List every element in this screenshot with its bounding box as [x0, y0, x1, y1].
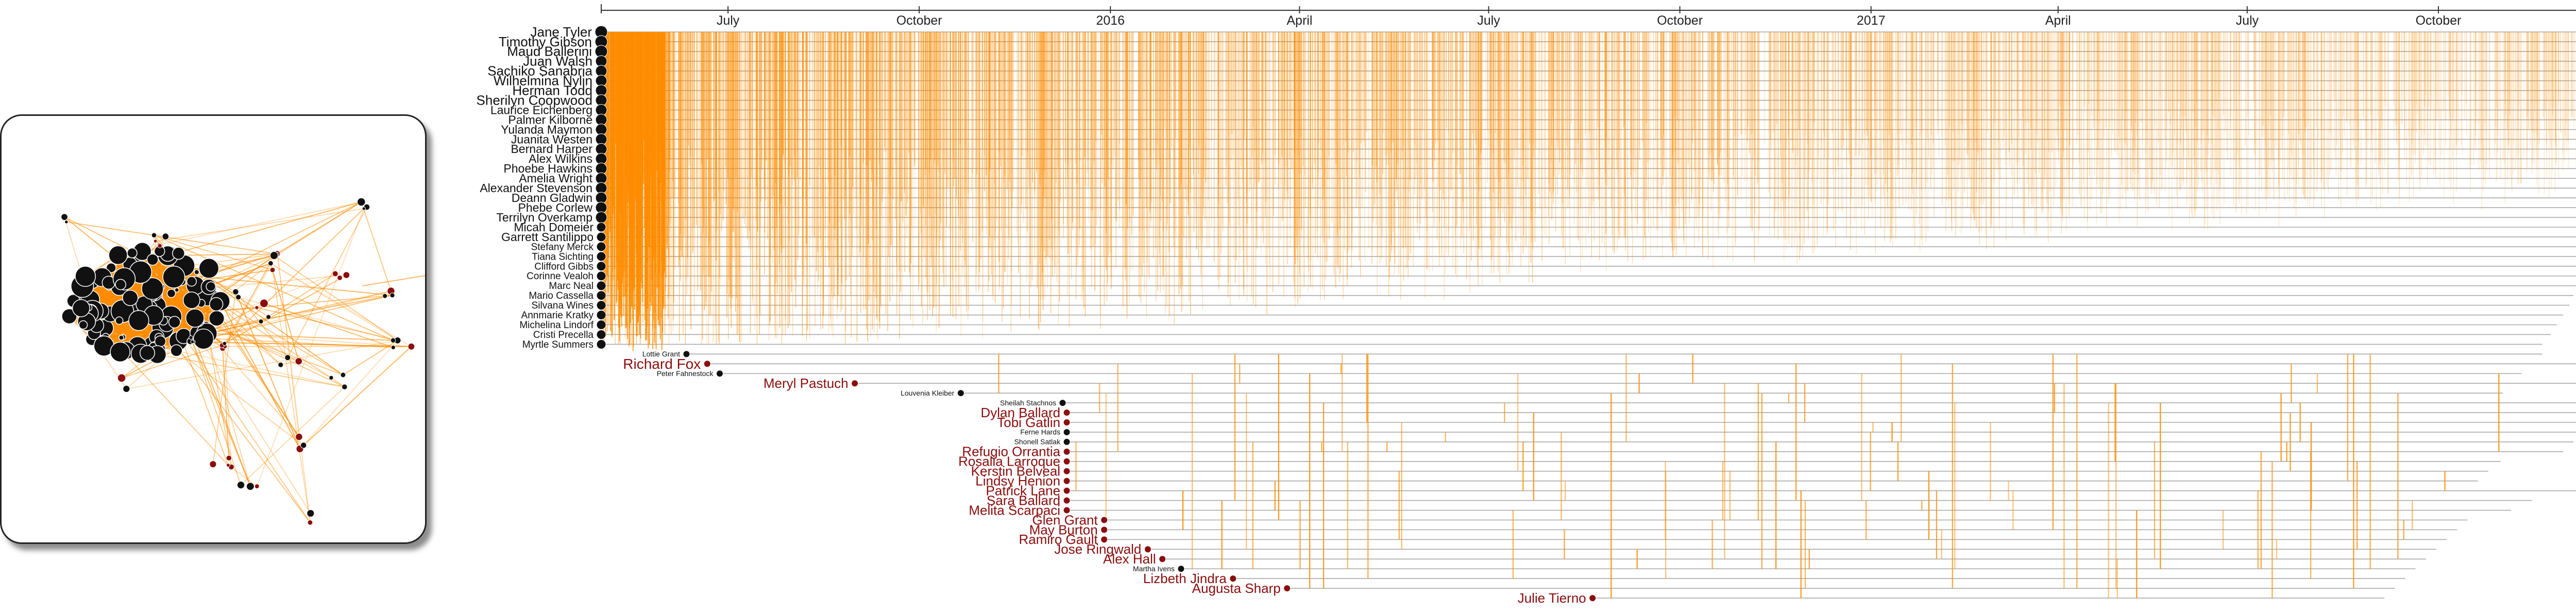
- person-dot[interactable]: [716, 370, 723, 378]
- person-name-label: Tiana Sichting: [532, 251, 594, 262]
- person-dot[interactable]: [596, 339, 606, 349]
- axis-tick-label: October: [2415, 13, 2461, 28]
- person-dot[interactable]: [596, 232, 606, 242]
- time-axis: July October 2016 April July October 2017 April…: [601, 4, 2576, 28]
- person-name-label: Stefany Merck: [531, 242, 594, 252]
- person-dot[interactable]: [596, 320, 606, 330]
- person-marker[interactable]: Peter Fahnestock: [657, 369, 723, 378]
- person-name-label: Meryl Pastuch: [764, 376, 849, 391]
- person-dot[interactable]: [1100, 526, 1108, 534]
- person-dot[interactable]: [957, 389, 964, 397]
- person-dot[interactable]: [1063, 419, 1071, 426]
- person-dot[interactable]: [1063, 448, 1071, 455]
- person-dot[interactable]: [596, 310, 606, 320]
- person-marker[interactable]: Clifford Gibbs: [534, 261, 606, 272]
- person-name-label: Mario Cassella: [529, 291, 594, 301]
- person-dot[interactable]: [595, 211, 607, 224]
- person-name-label: Myrtle Summers: [522, 339, 594, 350]
- person-dot[interactable]: [596, 242, 606, 252]
- person-dot[interactable]: [596, 281, 606, 291]
- person-marker[interactable]: Cristi Precella: [533, 330, 606, 340]
- person-name-label: Ferne Hards: [1020, 428, 1060, 436]
- person-name-label: Cristi Precella: [533, 330, 594, 340]
- person-marker[interactable]: Tiana Sichting: [532, 251, 606, 262]
- person-marker[interactable]: Meryl Pastuch: [764, 376, 859, 391]
- person-marker[interactable]: Myrtle Summers: [522, 339, 606, 350]
- person-name-label: Marc Neal: [549, 281, 594, 292]
- person-dot[interactable]: [1100, 516, 1108, 524]
- person-marker[interactable]: Stefany Merck: [531, 242, 606, 252]
- person-dot[interactable]: [1063, 409, 1071, 417]
- person-marker[interactable]: Corinne Vealoh: [527, 271, 606, 282]
- person-marker[interactable]: Michelina Lindorf: [519, 320, 606, 331]
- person-dot[interactable]: [596, 261, 606, 271]
- axis-tick-label: 2016: [1096, 13, 1125, 28]
- person-name-label: Louvenia Kleiber: [901, 389, 955, 397]
- axis-tick-label: April: [1286, 13, 1312, 28]
- person-name-label: Silvana Wines: [532, 300, 594, 311]
- person-marker[interactable]: Louvenia Kleiber: [901, 389, 964, 397]
- axis-tick-label: October: [1657, 13, 1703, 28]
- network-graph[interactable]: [2, 116, 425, 542]
- person-dot[interactable]: [851, 380, 859, 387]
- person-dot[interactable]: [1063, 487, 1071, 494]
- person-name-label: Annmarie Kratky: [521, 310, 594, 321]
- person-dot[interactable]: [596, 329, 606, 339]
- person-dot[interactable]: [596, 300, 606, 311]
- person-dot[interactable]: [703, 360, 711, 368]
- person-name-label: Clifford Gibbs: [534, 261, 594, 272]
- person-name-label: Peter Fahnestock: [657, 369, 714, 378]
- person-dot[interactable]: [1063, 477, 1071, 485]
- person-dot[interactable]: [596, 251, 606, 262]
- person-dot[interactable]: [1063, 428, 1071, 436]
- axis-tick-label: October: [896, 13, 942, 28]
- person-dot[interactable]: [596, 291, 606, 301]
- person-dot[interactable]: [1063, 457, 1071, 465]
- person-marker[interactable]: Annmarie Kratky: [521, 310, 606, 321]
- person-marker[interactable]: Ferne Hards: [1020, 428, 1071, 436]
- person-name-label: Michelina Lindorf: [519, 320, 594, 331]
- person-name-label: Corinne Vealoh: [527, 271, 594, 282]
- axis-tick-label: 2017: [1857, 13, 1886, 28]
- axis-tick-label: July: [1477, 13, 1500, 28]
- network-panel[interactable]: [0, 114, 427, 544]
- person-dot[interactable]: [1063, 438, 1071, 446]
- person-dot[interactable]: [1063, 497, 1071, 504]
- person-dot[interactable]: [596, 222, 606, 232]
- person-marker[interactable]: Marc Neal: [549, 281, 606, 292]
- person-marker[interactable]: Silvana Wines: [532, 300, 606, 311]
- person-dot[interactable]: [1063, 467, 1071, 475]
- axis-tick-label: July: [2236, 13, 2259, 28]
- axis-tick-label: April: [2045, 13, 2071, 28]
- person-dot[interactable]: [596, 271, 606, 281]
- axis-tick-label: July: [717, 13, 740, 28]
- person-marker[interactable]: Mario Cassella: [529, 291, 606, 301]
